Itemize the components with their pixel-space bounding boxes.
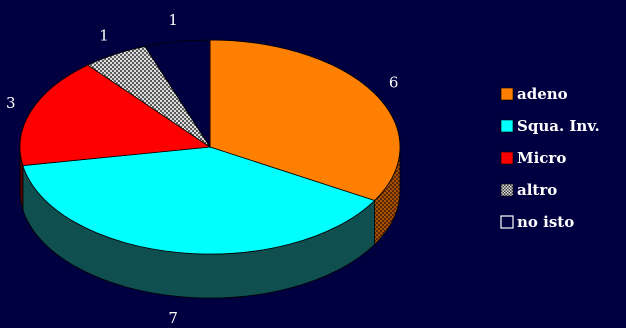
slice-value-altro: 1 <box>99 26 109 44</box>
legend: adeno Squa. Inv. Micro altro no isto <box>500 85 600 231</box>
legend-item-adeno: adeno <box>500 85 568 103</box>
pie-slice-adeno <box>209 39 401 201</box>
legend-swatch-adeno <box>500 87 514 101</box>
pie-top-faces <box>19 39 401 255</box>
slice-value-micro: 3 <box>6 94 16 112</box>
slice-value-no-isto: 1 <box>168 11 178 29</box>
legend-label-altro: altro <box>517 181 557 199</box>
legend-swatch-micro <box>500 151 514 165</box>
slice-value-adeno: 6 <box>389 74 399 92</box>
legend-label-no-isto: no isto <box>517 213 574 231</box>
legend-item-altro: altro <box>500 181 557 199</box>
pie-value-labels: 6 7 3 1 1 <box>6 11 398 327</box>
legend-label-micro: Micro <box>517 149 566 167</box>
pie-slice-no-isto <box>144 39 211 149</box>
legend-item-micro: Micro <box>500 149 566 167</box>
legend-swatch-altro <box>500 183 514 197</box>
legend-label-squa-inv: Squa. Inv. <box>517 117 600 135</box>
pie-slice-squa-inv <box>22 146 376 255</box>
legend-item-squa-inv: Squa. Inv. <box>500 117 600 135</box>
pie-slice-micro <box>19 64 212 167</box>
legend-swatch-no-isto <box>500 215 514 229</box>
slice-value-squa-inv: 7 <box>168 309 178 327</box>
legend-label-adeno: adeno <box>517 85 568 103</box>
legend-item-no-isto: no isto <box>500 213 574 231</box>
legend-swatch-squa-inv <box>500 119 514 133</box>
